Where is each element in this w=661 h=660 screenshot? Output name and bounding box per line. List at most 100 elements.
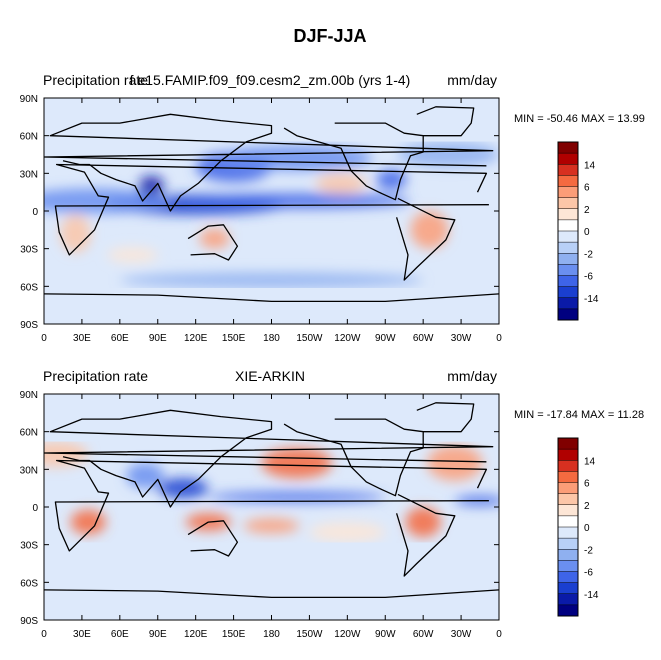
panel-units-label: mm/day xyxy=(447,72,497,88)
x-tick-label: 150E xyxy=(222,333,246,344)
coastline xyxy=(44,113,494,212)
y-tick-label: 90N xyxy=(20,94,38,105)
y-tick-label: 60S xyxy=(20,282,38,293)
field-region xyxy=(315,173,367,194)
x-tick-label: 60W xyxy=(413,629,434,640)
colorbar-swatch xyxy=(558,482,578,494)
colorbar-swatch xyxy=(558,231,578,243)
max-label: MAX = 13.99 xyxy=(581,113,645,125)
x-tick-label: 90E xyxy=(149,629,167,640)
colorbar-swatch xyxy=(558,527,578,539)
coastline xyxy=(187,520,239,557)
x-tick-label: 0 xyxy=(496,629,502,640)
colorbar-label: -14 xyxy=(584,294,599,305)
x-tick-label: 150E xyxy=(222,629,246,640)
coastline xyxy=(416,106,475,137)
colorbar-swatch xyxy=(558,275,578,287)
coastline xyxy=(416,402,475,433)
colorbar-swatch xyxy=(558,286,578,299)
y-tick-label: 60N xyxy=(20,132,38,143)
colorbar-label: 0 xyxy=(584,523,590,534)
min-label: MIN = -50.46 xyxy=(514,113,578,125)
colorbar-label: -14 xyxy=(584,590,599,601)
field-region xyxy=(126,463,165,489)
colorbar: 14 6 2 0 -2 -6 -14 xyxy=(557,141,599,321)
x-tick-label: 120W xyxy=(334,333,361,344)
x-tick-label: 90W xyxy=(375,629,396,640)
colorbar-label: 6 xyxy=(584,183,590,194)
x-tick-label: 60E xyxy=(111,333,129,344)
colorbar-swatch xyxy=(558,253,578,265)
x-tick-label: 60W xyxy=(413,333,434,344)
colorbar-swatch xyxy=(558,504,578,517)
field-region xyxy=(60,214,91,253)
colorbar-swatch xyxy=(558,142,578,154)
x-tick-label: 30W xyxy=(451,333,472,344)
x-tick-label: 120W xyxy=(334,629,361,640)
colorbar-swatch xyxy=(558,208,578,221)
x-tick-label: 0 xyxy=(41,629,47,640)
colorbar-swatch xyxy=(558,153,578,165)
colorbar-swatch xyxy=(558,549,578,561)
field-region xyxy=(410,211,449,249)
colorbar-swatch xyxy=(558,538,578,550)
coastline xyxy=(187,224,239,261)
colorbar-swatch xyxy=(558,449,578,461)
colorbar-label: -2 xyxy=(584,249,593,260)
colorbar-swatch xyxy=(558,308,578,321)
field-region xyxy=(208,491,386,502)
y-tick-label: 0 xyxy=(32,207,38,218)
colorbar-swatch xyxy=(558,242,578,254)
panel-model: Precipitation rate f.e15.FAMIP.f09_f09.c… xyxy=(20,72,645,344)
colorbar-swatch xyxy=(558,593,578,606)
y-tick-label: 60S xyxy=(20,578,38,589)
x-tick-label: 0 xyxy=(496,333,502,344)
x-tick-label: 120E xyxy=(184,629,208,640)
panel-center-label: f.e15.FAMIP.f09_f09.cesm2_zm.00b (yrs 1-… xyxy=(130,72,411,88)
map-field xyxy=(44,98,499,324)
field-region xyxy=(70,509,106,535)
field-region xyxy=(261,447,333,479)
max-label: MAX = 11.28 xyxy=(581,409,644,421)
x-tick-label: 30W xyxy=(451,629,472,640)
x-tick-label: 180 xyxy=(263,629,280,640)
colorbar: 14 6 2 0 -2 -6 -14 xyxy=(557,437,599,617)
colorbar-label: 6 xyxy=(584,479,590,490)
colorbar-label: -6 xyxy=(584,568,593,579)
coastline xyxy=(283,122,424,201)
colorbar-swatch xyxy=(558,186,578,198)
y-tick-label: 30S xyxy=(20,245,38,256)
colorbar-swatch xyxy=(558,164,578,176)
y-tick-label: 0 xyxy=(32,503,38,514)
field-region xyxy=(138,175,165,196)
colorbar-swatch xyxy=(558,438,578,450)
field-region xyxy=(243,518,300,534)
y-tick-label: 90S xyxy=(20,616,38,627)
colorbar-swatch xyxy=(558,197,578,210)
colorbar-swatch xyxy=(558,264,578,276)
field-region xyxy=(220,145,373,171)
panel-left-label: Precipitation rate xyxy=(43,72,148,88)
x-tick-label: 90E xyxy=(149,333,167,344)
colorbar-swatch xyxy=(558,175,578,187)
colorbar-swatch xyxy=(558,515,578,528)
y-tick-label: 30N xyxy=(20,465,38,476)
colorbar-swatch xyxy=(558,493,578,506)
colorbar-swatch xyxy=(558,604,578,617)
coastline xyxy=(44,409,494,508)
colorbar-label: 2 xyxy=(584,501,590,512)
x-tick-label: 0 xyxy=(41,333,47,344)
colorbar-label: 2 xyxy=(584,205,590,216)
colorbar-swatch xyxy=(558,571,578,583)
x-tick-label: 180 xyxy=(263,333,280,344)
min-label: MIN = -17.84 xyxy=(514,409,578,421)
x-tick-label: 30E xyxy=(73,333,91,344)
coastline xyxy=(44,293,499,303)
y-tick-label: 60N xyxy=(20,428,38,439)
field-region xyxy=(426,445,483,481)
coastline xyxy=(54,459,489,552)
panel-center-label: XIE-ARKIN xyxy=(235,368,305,384)
map-field xyxy=(44,394,499,620)
coastline xyxy=(395,197,456,281)
